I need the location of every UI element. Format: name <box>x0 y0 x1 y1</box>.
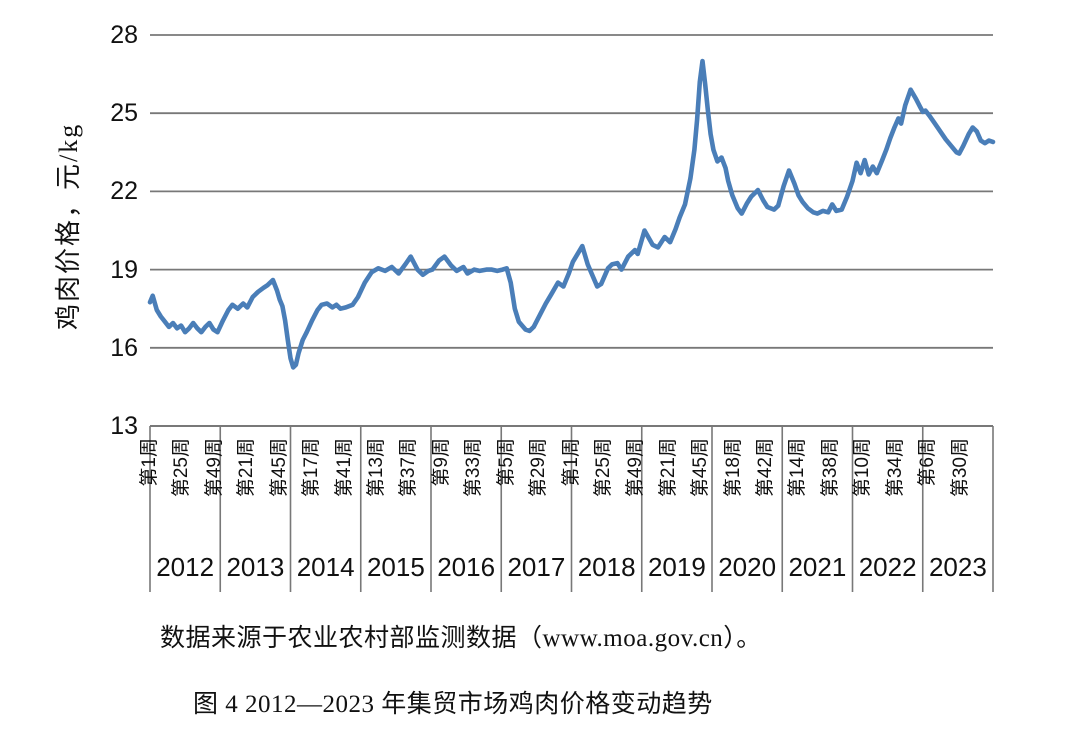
week-tick-label: 第21周 <box>236 438 258 498</box>
year-label: 2021 <box>788 552 847 582</box>
year-label: 2014 <box>296 552 355 582</box>
source-note: 数据来源于农业农村部监测数据（www.moa.gov.cn）。 <box>160 625 762 652</box>
y-tick-label: 19 <box>110 255 138 284</box>
week-tick-label: 第18周 <box>722 438 744 498</box>
price-line <box>147 58 996 370</box>
week-tick-label: 第25周 <box>171 438 193 498</box>
y-tick-label: 22 <box>110 177 138 206</box>
week-tick-label: 第13周 <box>365 438 387 498</box>
year-label: 2013 <box>226 552 285 582</box>
week-tick-label: 第41周 <box>333 438 355 498</box>
week-tick-label: 第34周 <box>884 438 906 498</box>
week-tick-label: 第38周 <box>819 438 841 498</box>
line-chart-svg <box>147 34 996 592</box>
year-label: 2022 <box>858 552 917 582</box>
week-tick-label: 第49周 <box>203 438 225 498</box>
week-tick-label: 第14周 <box>787 438 809 498</box>
week-tick-label: 第6周 <box>917 438 939 487</box>
week-tick-label: 第42周 <box>755 438 777 498</box>
week-tick-label: 第45周 <box>690 438 712 498</box>
week-tick-label: 第10周 <box>852 438 874 498</box>
y-axis-title: 鸡肉价格，元/kg <box>54 122 83 330</box>
y-tick-label: 25 <box>110 99 138 128</box>
week-tick-label: 第49周 <box>625 438 647 498</box>
week-tick-label: 第33周 <box>463 438 485 498</box>
week-tick-label: 第1周 <box>139 438 160 487</box>
figure-caption: 图 4 2012—2023 年集贸市场鸡肉价格变动趋势 <box>193 691 713 718</box>
week-tick-label: 第37周 <box>398 438 420 498</box>
week-tick-label: 第21周 <box>657 438 679 498</box>
year-label: 2016 <box>437 552 496 582</box>
year-label: 2017 <box>507 552 566 582</box>
week-tick-label: 第29周 <box>528 438 550 498</box>
year-label: 2020 <box>718 552 777 582</box>
week-tick-label: 第9周 <box>430 438 452 487</box>
week-tick-label: 第25周 <box>592 438 614 498</box>
y-tick-label: 28 <box>110 21 138 49</box>
y-tick-label: 16 <box>110 333 138 362</box>
year-label: 2023 <box>928 552 987 582</box>
week-tick-label: 第30周 <box>949 438 971 498</box>
week-tick-label: 第5周 <box>495 438 517 487</box>
year-label: 2018 <box>577 552 636 582</box>
y-tick-label: 13 <box>110 412 138 440</box>
year-label: 2015 <box>366 552 425 582</box>
week-tick-label: 第45周 <box>268 438 290 498</box>
week-tick-label: 第1周 <box>560 438 582 487</box>
year-label: 2019 <box>647 552 706 582</box>
year-label: 2012 <box>156 552 215 582</box>
week-tick-label: 第17周 <box>301 438 323 498</box>
